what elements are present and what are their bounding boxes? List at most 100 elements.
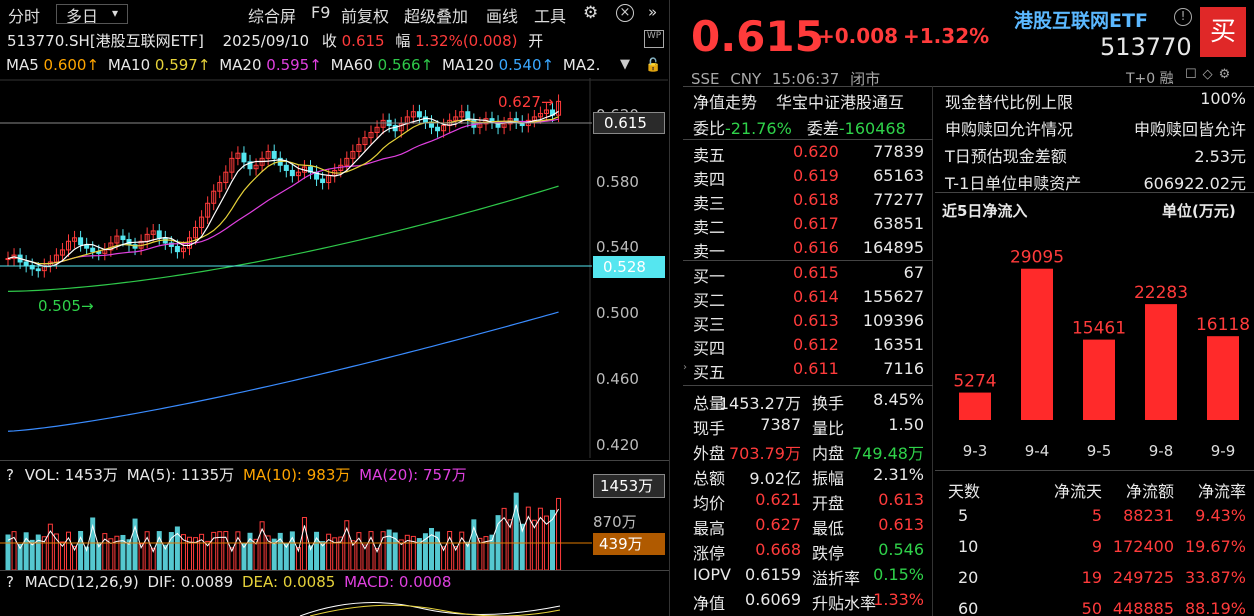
wp-icon[interactable]: WP	[644, 30, 664, 48]
bid-label: 买二	[693, 291, 726, 310]
flow-table-cell: 60	[958, 599, 979, 616]
current-price-tag: 0.615	[593, 112, 665, 134]
volume-bar	[156, 531, 162, 570]
crosshair-price-tag: 0.528	[593, 256, 665, 278]
vol-current-tag: 1453万	[593, 474, 665, 498]
ask-label: 卖一	[693, 242, 726, 261]
weibi-label: 委比	[693, 119, 726, 138]
stock-code: 513770.SH[港股互联网ETF]	[7, 32, 204, 50]
vol-ma10: MA(10): 983万	[242, 466, 351, 484]
candle-body	[211, 190, 217, 204]
volume-bar	[193, 537, 199, 570]
tab-nav[interactable]: 净值走势	[693, 93, 758, 112]
netflow-chart: 5274 9-3 29095 9-4 15461 9-5 22283 9-8 16118 9-9	[953, 248, 1250, 460]
netflow-bar	[1207, 336, 1239, 420]
volume-bar	[138, 543, 144, 570]
stat-value: 9.02亿	[749, 469, 801, 488]
margin-text: 融	[1159, 71, 1174, 87]
candle-body	[556, 100, 562, 116]
netflow-value-label: 16118	[1196, 315, 1250, 335]
lock-icon[interactable]: 🔓	[645, 58, 662, 73]
volume-bar	[465, 541, 471, 570]
info-icon[interactable]: !	[1174, 8, 1192, 26]
netflow-bar	[959, 392, 991, 420]
macd-value: MACD: 0.0008	[344, 573, 452, 591]
macd-dif: DIF: 0.0089	[147, 573, 234, 591]
ask-price: 0.617	[793, 214, 839, 233]
bid-volume: 16351	[873, 335, 924, 354]
ma-dropdown-icon[interactable]: ▼	[620, 57, 630, 72]
flow-table-cell: 88.19%	[1184, 599, 1246, 616]
candle-body	[5, 258, 11, 261]
volume-bar	[295, 547, 301, 570]
volume-bar	[489, 534, 495, 570]
buy-button[interactable]: 买	[1200, 7, 1246, 57]
stat-label-2: 开盘	[812, 494, 845, 513]
stat-value: 0.6159	[745, 565, 801, 584]
weibi-value: -21.76%	[725, 119, 792, 138]
tab-fenshi[interactable]: 分时	[8, 7, 41, 26]
ma5-value: 0.600↑	[43, 56, 100, 74]
expand-arrow-icon[interactable]: ›	[683, 362, 687, 373]
candle-body	[114, 235, 120, 244]
ma120-value: 0.540↑	[498, 56, 555, 74]
netflow-bars: 5274 9-3 29095 9-4 15461 9-5 22283 9-8 16118 9-9	[953, 248, 1250, 460]
btn-zonghe[interactable]: 综合屏	[248, 7, 297, 26]
volume-bar	[265, 535, 271, 570]
netflow-bar	[1083, 339, 1115, 420]
tick-0540: 0.540	[596, 238, 639, 256]
weibi-row: 委比-21.76% 委差-160468	[693, 115, 906, 139]
ask-volume: 63851	[873, 214, 924, 233]
candle-body	[120, 235, 126, 241]
candle-body	[453, 116, 459, 121]
btn-chaoji[interactable]: 超级叠加	[404, 7, 469, 26]
bid-volume: 7116	[883, 359, 924, 378]
bid-label: 买五	[693, 363, 726, 382]
order-book-panel	[683, 86, 933, 616]
volume-bar	[11, 531, 17, 570]
ma20-value: 0.595↑	[266, 56, 322, 74]
macd-help-icon[interactable]: ?	[6, 573, 14, 591]
flow-table-cell: 33.87%	[1184, 568, 1246, 587]
flow-table-cell: 5	[1091, 506, 1102, 525]
flow-table-header: 净流天	[1053, 482, 1102, 501]
bid-volume: 155627	[862, 287, 924, 306]
btn-huaxian[interactable]: 画线	[486, 7, 519, 26]
ma2-label: MA2.	[562, 56, 601, 74]
candle-body	[501, 123, 507, 128]
btn-f9[interactable]: F9	[311, 3, 331, 22]
stat-label-2: 内盘	[812, 444, 845, 463]
btn-gongju[interactable]: 工具	[534, 7, 567, 26]
quote-icons[interactable]: ☐◇⚙	[1185, 67, 1237, 82]
gear-icon[interactable]: ⚙	[583, 3, 599, 23]
vol-help-icon[interactable]: ?	[6, 466, 14, 484]
btn-qianfuquan[interactable]: 前复权	[341, 7, 390, 26]
candle-body	[289, 169, 295, 177]
vol-title: VOL: 1453万	[24, 466, 118, 484]
volume-bar	[132, 518, 138, 570]
ask-label: 卖二	[693, 218, 726, 237]
bid-price: 0.615	[793, 263, 839, 282]
collapse-icon[interactable]: »	[648, 3, 658, 21]
candle-body	[253, 164, 259, 170]
volume-bar	[90, 517, 96, 570]
netflow-value-label: 5274	[953, 372, 996, 392]
ma60-line	[7, 185, 559, 292]
ma60-label: MA60	[330, 56, 373, 74]
ask-label: 卖三	[693, 194, 726, 213]
tab-index[interactable]: 华宝中证港股通互	[776, 93, 905, 112]
volume-bar	[477, 537, 483, 570]
vol-divider	[0, 460, 669, 461]
dropdown-icon[interactable]: ▾	[112, 6, 119, 20]
ask-volume: 77839	[873, 142, 924, 161]
ma120-label: MA120	[441, 56, 494, 74]
tab-duori[interactable]: 多日	[66, 7, 99, 26]
volume-bar	[47, 523, 53, 570]
bid-label: 买四	[693, 339, 726, 358]
bid-price: 0.613	[793, 311, 839, 330]
candle-body	[90, 247, 96, 253]
candle-body	[205, 202, 211, 218]
etf-divider	[935, 192, 1254, 193]
close-circle-icon[interactable]: ×	[616, 4, 634, 22]
ask-price: 0.619	[793, 166, 839, 185]
